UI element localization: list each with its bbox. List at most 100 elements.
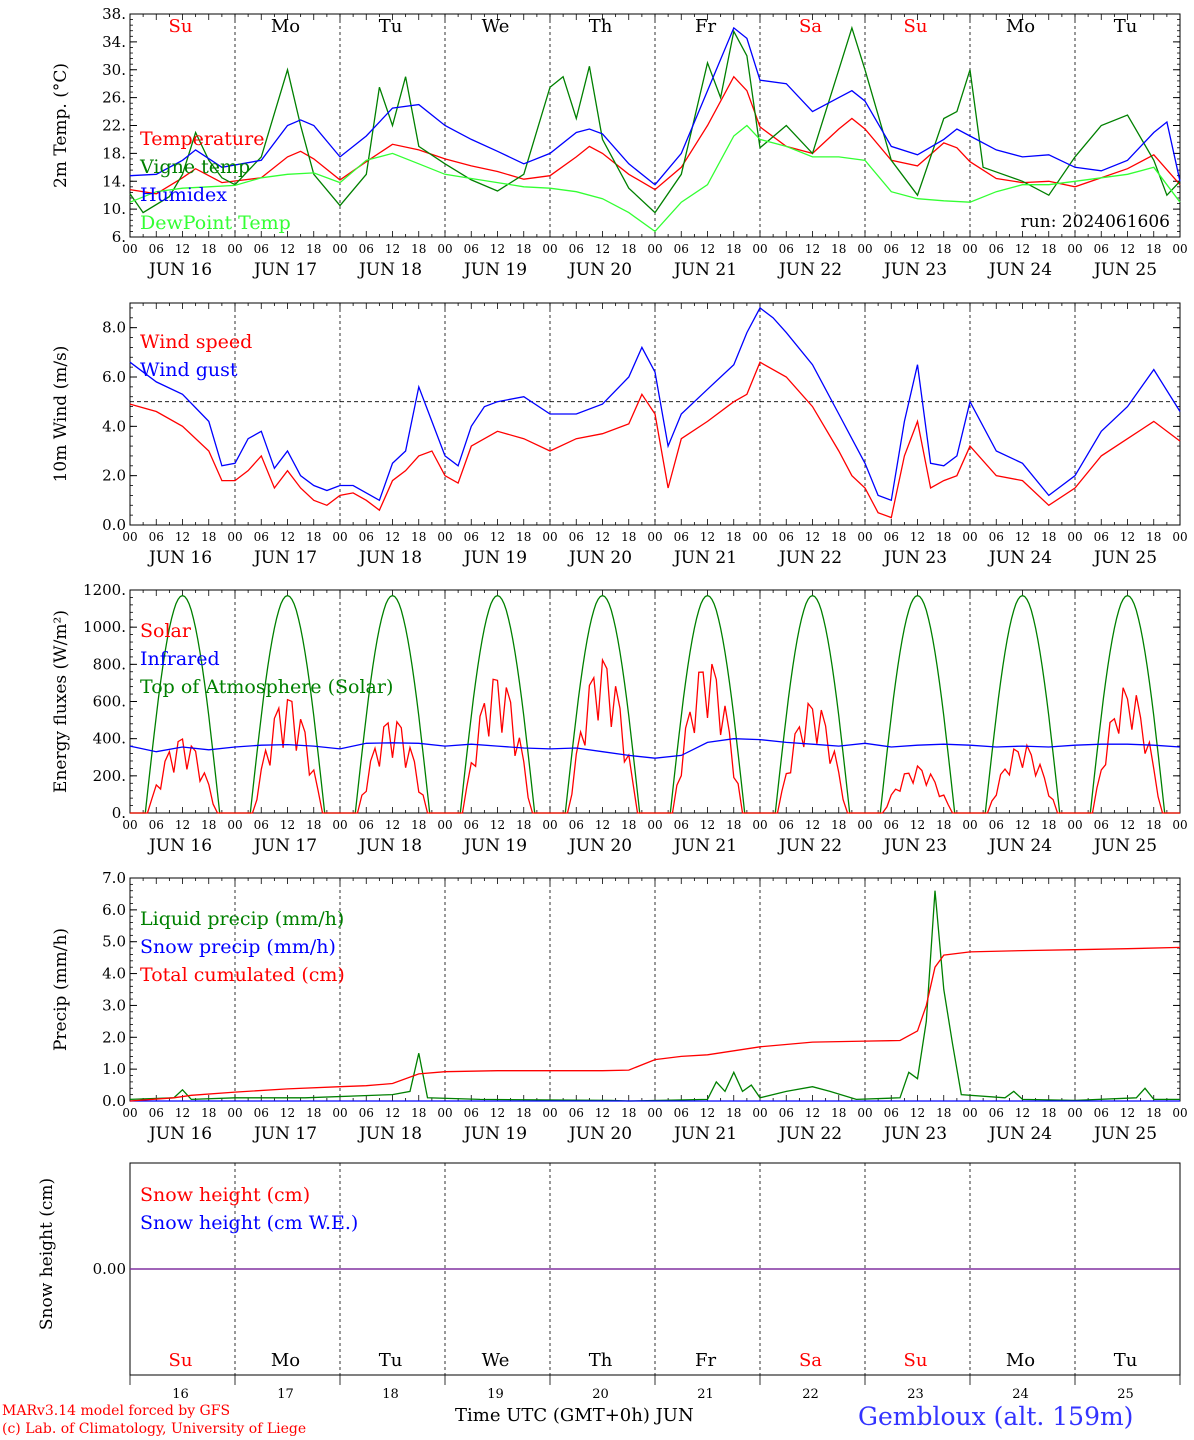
y-tick-label: 3.0 (102, 996, 126, 1014)
toa-line (970, 594, 1075, 814)
hour-tick-label: 06 (254, 530, 269, 544)
hour-tick-label: 06 (464, 242, 479, 256)
date-label: JUN 25 (1092, 836, 1157, 856)
hour-tick-label: 00 (857, 1106, 872, 1120)
date-label: JUN 22 (777, 836, 842, 856)
day-name-top: Tu (379, 16, 403, 37)
hour-tick-label: 12 (280, 242, 295, 256)
hour-tick-label: 00 (1067, 1106, 1082, 1120)
day-name-top: We (482, 16, 510, 37)
hour-tick-label: 06 (779, 1106, 794, 1120)
date-label: JUN 17 (252, 836, 317, 856)
hour-tick-label: 18 (1041, 530, 1056, 544)
toa-line (340, 594, 445, 814)
hour-tick-label: 06 (569, 1106, 584, 1120)
hour-tick-label: 06 (884, 818, 899, 832)
hour-tick-label: 12 (910, 1106, 925, 1120)
hour-tick-label: 06 (884, 530, 899, 544)
day-number-label: 20 (592, 1387, 609, 1402)
hour-tick-label: 00 (122, 818, 137, 832)
hour-tick-label: 06 (989, 242, 1004, 256)
y-tick-label: 4.0 (102, 417, 126, 435)
day-name-bottom: Mo (1006, 1350, 1035, 1371)
hour-tick-label: 06 (464, 530, 479, 544)
hour-tick-label: 18 (306, 242, 321, 256)
hour-tick-label: 12 (490, 530, 505, 544)
date-label: JUN 23 (882, 836, 947, 856)
hour-tick-label: 06 (464, 818, 479, 832)
day-number-label: 19 (487, 1387, 504, 1402)
solar-line (865, 764, 970, 814)
hour-tick-label: 12 (1120, 242, 1135, 256)
date-label: JUN 25 (1092, 1124, 1157, 1144)
hour-tick-label: 18 (621, 1106, 636, 1120)
hour-tick-label: 12 (910, 242, 925, 256)
y-tick-label: 6. (112, 228, 126, 246)
hour-tick-label: 00 (647, 818, 662, 832)
day-number-label: 22 (802, 1387, 819, 1402)
y-tick-label: 800. (93, 655, 126, 673)
date-label: JUN 16 (147, 260, 212, 280)
hour-tick-label: 12 (595, 818, 610, 832)
y-tick-label: 200. (93, 767, 126, 785)
date-label: JUN 16 (147, 1124, 212, 1144)
energy-legend-2: Top of Atmosphere (Solar) (140, 676, 393, 698)
hour-tick-label: 12 (490, 818, 505, 832)
hour-tick-label: 06 (674, 1106, 689, 1120)
day-name-bottom: Su (904, 1350, 928, 1371)
day-name-top: Mo (1006, 16, 1035, 37)
date-label: JUN 16 (147, 836, 212, 856)
hour-tick-label: 00 (1067, 242, 1082, 256)
date-label: JUN 20 (567, 1124, 632, 1144)
energy-legend-0: Solar (140, 620, 192, 642)
day-number-label: 25 (1117, 1387, 1134, 1402)
hour-tick-label: 06 (674, 530, 689, 544)
date-label: JUN 21 (672, 836, 737, 856)
hour-tick-label: 00 (962, 530, 977, 544)
date-label: JUN 23 (882, 548, 947, 568)
hour-tick-label: 12 (1015, 530, 1030, 544)
date-label: JUN 22 (777, 1124, 842, 1144)
hour-tick-label: 06 (569, 818, 584, 832)
hour-tick-label: 00 (437, 530, 452, 544)
hour-tick-label: 00 (857, 242, 872, 256)
solar-line (445, 678, 550, 814)
day-name-top: Sa (799, 16, 822, 37)
hour-tick-label: 00 (332, 1106, 347, 1120)
temp-series-line-1 (129, 25, 1181, 214)
day-number-label: 24 (1012, 1387, 1029, 1402)
hour-tick-label: 12 (595, 1106, 610, 1120)
toa-line (130, 594, 235, 814)
solar-line (550, 657, 655, 814)
y-tick-label: 34. (102, 33, 126, 51)
hour-tick-label: 12 (910, 818, 925, 832)
hour-tick-label: 18 (621, 242, 636, 256)
wind-legend-1: Wind gust (140, 359, 238, 381)
hour-tick-label: 06 (1094, 818, 1109, 832)
hour-tick-label: 00 (752, 242, 767, 256)
hour-tick-label: 00 (227, 818, 242, 832)
solar-line (130, 737, 235, 814)
hour-tick-label: 18 (1041, 818, 1056, 832)
energy-legend-1: Infrared (140, 648, 220, 670)
date-label: JUN 17 (252, 260, 317, 280)
temp-legend-0: Temperature (140, 128, 264, 150)
date-label: JUN 24 (987, 1124, 1052, 1144)
date-label: JUN 17 (252, 548, 317, 568)
hour-tick-label: 06 (569, 530, 584, 544)
hour-tick-label: 12 (700, 242, 715, 256)
hour-tick-label: 00 (227, 242, 242, 256)
day-name-top: Mo (271, 16, 300, 37)
hour-tick-label: 12 (280, 530, 295, 544)
y-tick-label: 2.0 (102, 1028, 126, 1046)
temp-legend-3: DewPoint Temp (140, 212, 291, 234)
cumulated-precip-line (129, 946, 1181, 1102)
liquid-precip-line (129, 890, 1180, 1102)
hour-tick-label: 12 (175, 818, 190, 832)
hour-tick-label: 06 (359, 530, 374, 544)
hour-tick-label: 06 (884, 242, 899, 256)
hour-tick-label: 12 (385, 242, 400, 256)
hour-tick-label: 12 (280, 818, 295, 832)
day-number-label: 18 (382, 1387, 399, 1402)
day-name-top: Su (904, 16, 928, 37)
